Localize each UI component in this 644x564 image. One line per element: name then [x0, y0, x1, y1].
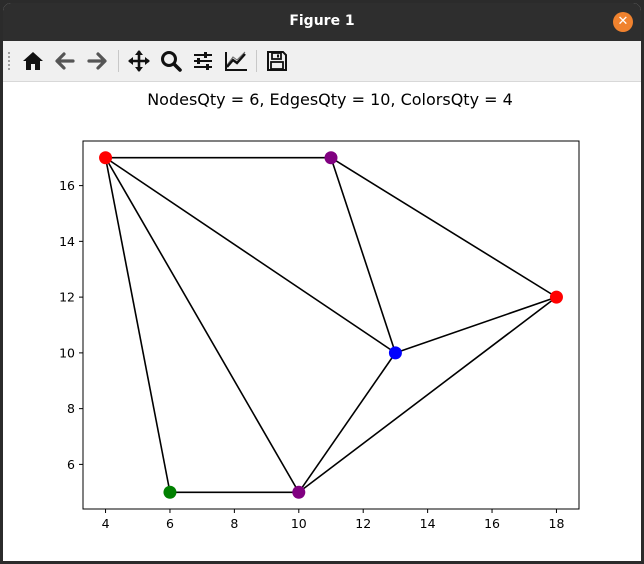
close-button[interactable]: ✕	[613, 12, 633, 32]
arrow-left-icon	[55, 52, 75, 70]
figure-canvas[interactable]: NodesQty = 6, EdgesQty = 10, ColorsQty =…	[3, 82, 641, 561]
x-tick-label: 14	[420, 516, 436, 531]
graph-edge	[330, 157, 397, 354]
y-tick-label: 6	[67, 457, 75, 472]
graph-edge	[330, 157, 557, 298]
graph-node	[324, 151, 338, 165]
y-tick-label: 8	[67, 401, 75, 416]
axes-frame	[82, 140, 580, 510]
graph-edge	[104, 157, 171, 493]
y-tick-label: 10	[59, 345, 75, 360]
toolbar-separator	[256, 50, 257, 72]
home-icon	[23, 52, 43, 70]
x-tick-label: 10	[291, 516, 307, 531]
magnifier-icon	[161, 51, 182, 72]
x-tick-label: 16	[484, 516, 500, 531]
toolbar-separator	[118, 50, 119, 72]
figure-window: Figure 1 ✕	[3, 3, 641, 561]
move-icon	[128, 50, 150, 72]
arrow-right-icon	[87, 52, 107, 70]
back-button[interactable]	[51, 48, 79, 74]
save-button[interactable]	[263, 48, 291, 74]
zoom-button[interactable]	[157, 48, 185, 74]
floppy-icon	[267, 51, 287, 71]
graph-edge	[105, 157, 396, 354]
toolbar-grip-handle[interactable]	[7, 51, 11, 71]
graph-edge	[104, 157, 300, 493]
close-icon: ✕	[617, 14, 629, 29]
x-tick-label: 18	[549, 516, 565, 531]
graph-edge	[298, 352, 397, 493]
configure-subplots-button[interactable]	[189, 48, 217, 74]
y-tick-label: 12	[59, 290, 75, 305]
navigation-toolbar	[3, 41, 641, 82]
title-bar[interactable]: Figure 1 ✕	[3, 3, 641, 41]
graph-node	[549, 290, 563, 304]
x-tick-label: 12	[355, 516, 371, 531]
forward-button[interactable]	[83, 48, 111, 74]
graph-node	[292, 485, 306, 499]
chart-title: NodesQty = 6, EdgesQty = 10, ColorsQty =…	[147, 90, 513, 109]
home-button[interactable]	[19, 48, 47, 74]
pan-button[interactable]	[125, 48, 153, 74]
y-tick-label: 14	[59, 234, 75, 249]
edit-axes-button[interactable]	[221, 48, 249, 74]
graph-edge	[298, 296, 557, 493]
window-title: Figure 1	[289, 13, 355, 29]
graph-plot[interactable]: 4 6 8 10 12 14 16 18 6 8 10 12 14 16	[3, 82, 641, 561]
sliders-icon	[194, 52, 212, 70]
line-chart-icon	[225, 51, 247, 71]
graph-node	[388, 346, 402, 360]
x-tick-label: 8	[230, 516, 238, 531]
graph-edge	[395, 296, 557, 354]
graph-node	[163, 485, 177, 499]
graph-node	[99, 151, 113, 165]
x-tick-label: 4	[102, 516, 110, 531]
x-tick-label: 6	[166, 516, 174, 531]
y-tick-label: 16	[59, 178, 75, 193]
